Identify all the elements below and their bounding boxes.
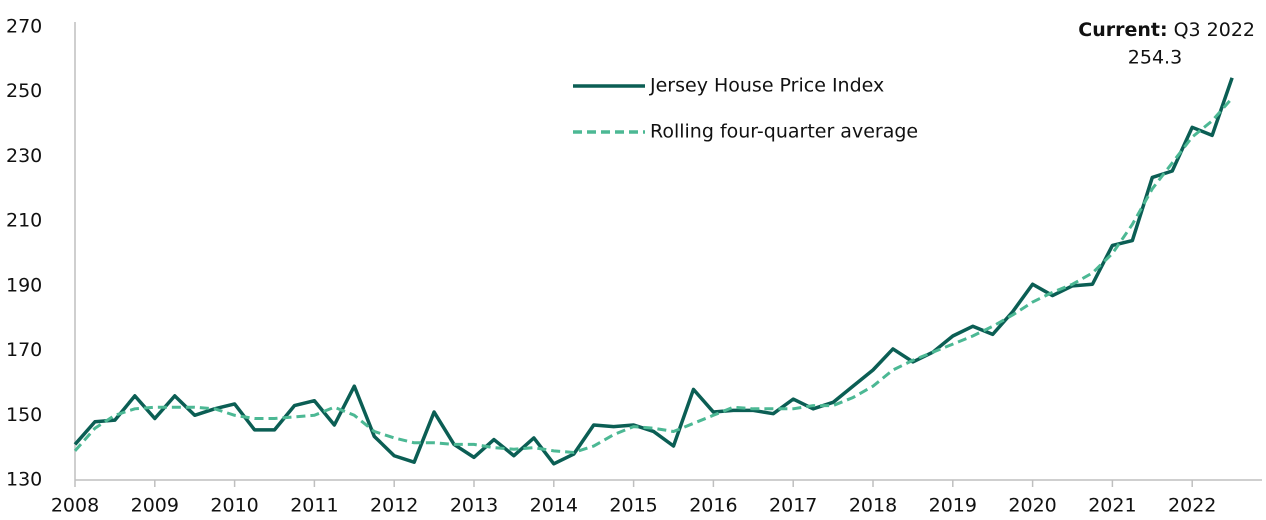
x-tick-label: 2019 xyxy=(929,495,977,517)
x-tick-label: 2013 xyxy=(450,495,498,517)
annotation-text: Q3 2022 xyxy=(1174,19,1255,41)
x-tick-label: 2020 xyxy=(1008,495,1056,517)
annotation: Current: Q3 2022 xyxy=(1078,19,1255,41)
legend-label: Rolling four-quarter average xyxy=(650,121,918,143)
x-tick-label: 2015 xyxy=(609,495,657,517)
y-tick-label: 190 xyxy=(6,274,42,296)
x-tick-label: 2011 xyxy=(290,495,338,517)
x-tick-label: 2009 xyxy=(131,495,179,517)
y-tick-label: 130 xyxy=(6,469,42,491)
y-tick-label: 270 xyxy=(6,16,42,38)
y-tick-label: 210 xyxy=(6,210,42,232)
x-tick-label: 2012 xyxy=(370,495,418,517)
line-series xyxy=(73,97,1234,454)
line-series xyxy=(73,77,1234,466)
x-tick-label: 2008 xyxy=(51,495,99,517)
annotation-label: Current: xyxy=(1078,19,1167,41)
legend-label: Jersey House Price Index xyxy=(649,75,884,97)
x-tick-label: 2014 xyxy=(530,495,578,517)
y-tick-label: 170 xyxy=(6,339,42,361)
x-tick-label: 2016 xyxy=(689,495,737,517)
y-tick-label: 250 xyxy=(6,80,42,102)
x-tick-label: 2022 xyxy=(1168,495,1216,517)
x-tick-label: 2010 xyxy=(210,495,258,517)
y-tick-label: 230 xyxy=(6,145,42,167)
x-tick-label: 2018 xyxy=(849,495,897,517)
y-tick-label: 150 xyxy=(6,404,42,426)
annotation-value: 254.3 xyxy=(1128,47,1182,69)
x-tick-label: 2021 xyxy=(1088,495,1136,517)
x-tick-label: 2017 xyxy=(769,495,817,517)
